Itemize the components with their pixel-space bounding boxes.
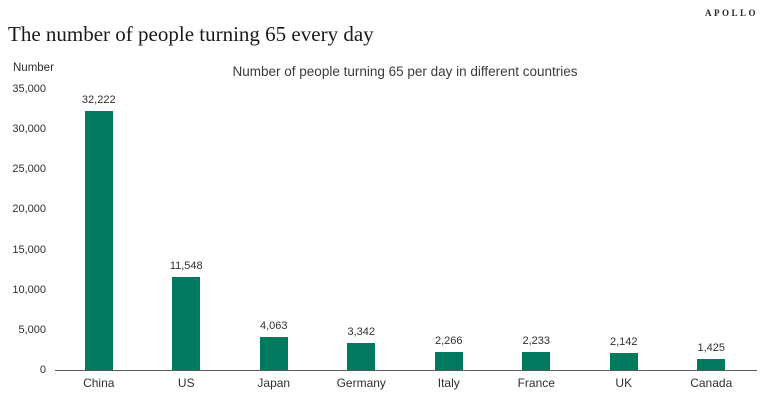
x-axis-line — [55, 370, 757, 371]
x-category-label: UK — [615, 376, 633, 390]
y-tick-label: 10,000 — [12, 283, 46, 296]
y-tick-label: 0 — [39, 364, 46, 376]
chart-title: Number of people turning 65 per day in d… — [232, 64, 578, 79]
bar-japan — [259, 337, 288, 370]
x-category-label: Canada — [690, 376, 733, 390]
x-category-label: Germany — [336, 376, 386, 390]
bar-canada — [697, 358, 726, 370]
bar-germany — [347, 343, 376, 370]
y-tick-label: 30,000 — [12, 123, 46, 136]
bar-value-label: 3,342 — [347, 326, 376, 339]
y-tick-label: 15,000 — [12, 243, 46, 256]
apollo-logo: APOLLO — [704, 8, 758, 18]
y-tick-label: 20,000 — [12, 203, 46, 216]
bar-china — [84, 111, 113, 370]
bar-value-label: 2,142 — [609, 335, 638, 348]
bar-france — [522, 352, 551, 370]
bar-value-label: 11,548 — [169, 260, 203, 273]
y-tick-label: 35,000 — [12, 83, 46, 95]
y-tick-label: 25,000 — [12, 163, 46, 176]
bar-uk — [609, 352, 638, 370]
x-category-label: Japan — [257, 376, 291, 390]
bar-value-label: 2,233 — [522, 335, 551, 348]
x-category-label: France — [517, 376, 555, 390]
bar-value-label: 2,266 — [434, 334, 463, 347]
bar-us — [172, 277, 201, 370]
bar-value-label: 4,063 — [259, 320, 288, 333]
x-category-label: China — [83, 376, 115, 390]
bar-value-label: 32,222 — [81, 94, 116, 107]
x-category-label: Italy — [437, 376, 460, 390]
page-title: The number of people turning 65 every da… — [8, 22, 374, 46]
y-axis-title: Number — [13, 62, 54, 74]
x-category-label: US — [177, 376, 195, 390]
bar-value-label: 1,425 — [697, 341, 726, 354]
y-tick-label: 5,000 — [18, 323, 46, 336]
bar-italy — [434, 351, 463, 370]
